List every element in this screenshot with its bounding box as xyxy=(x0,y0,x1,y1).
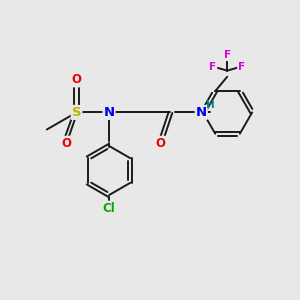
Text: S: S xyxy=(72,106,81,119)
Text: Cl: Cl xyxy=(103,202,116,214)
Text: N: N xyxy=(196,106,207,119)
Text: O: O xyxy=(71,74,82,86)
Text: F: F xyxy=(224,50,231,60)
Text: F: F xyxy=(238,61,245,71)
Text: N: N xyxy=(103,106,115,119)
Text: H: H xyxy=(206,100,215,110)
Text: O: O xyxy=(61,137,71,150)
Text: F: F xyxy=(209,61,216,71)
Text: O: O xyxy=(155,137,165,150)
